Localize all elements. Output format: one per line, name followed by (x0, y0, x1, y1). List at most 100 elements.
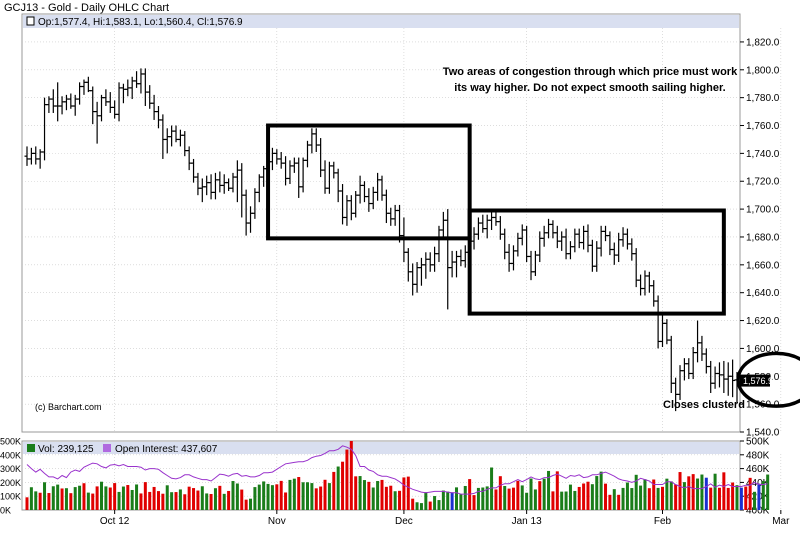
volume-bar (726, 487, 730, 510)
volume-bar (126, 485, 130, 510)
volume-bar (279, 480, 283, 510)
volume-bar (481, 487, 485, 510)
volume-bar (108, 487, 112, 510)
volume-bar (406, 476, 410, 510)
volume-bar (91, 493, 95, 510)
volume-bar (415, 502, 419, 510)
volume-bar (398, 490, 402, 510)
volume-bar (389, 485, 393, 510)
volume-bar (463, 485, 467, 510)
volume-bar (582, 483, 586, 510)
volume-tick-label: 0K (0, 506, 11, 516)
volume-bar (634, 474, 638, 510)
volume-bar (704, 477, 708, 510)
volume-bar (345, 449, 349, 510)
volume-bar (341, 461, 345, 510)
volume-bar (472, 495, 476, 510)
volume-bar (678, 472, 682, 510)
volume-bar (47, 493, 51, 510)
volume-bar (327, 483, 331, 510)
price-legend-swatch (26, 16, 35, 26)
open-interest-tick-label: 460K (746, 464, 770, 475)
volume-bar (608, 494, 612, 510)
volume-legend: Vol: 239,125 (38, 444, 94, 455)
date-tick-label: Oct 12 (100, 516, 130, 527)
open-interest-legend-swatch (103, 444, 111, 452)
volume-bar (433, 496, 437, 510)
volume-axis: 500K 400K 300K 200K 100K 0K (0, 437, 21, 516)
volume-bar (424, 492, 428, 510)
volume-bar (560, 491, 564, 510)
congestion-box (266, 123, 472, 241)
volume-bar (542, 478, 546, 510)
volume-bar (314, 488, 318, 510)
volume-bar (266, 483, 270, 510)
volume-bar (196, 490, 200, 510)
volume-bar (682, 482, 686, 510)
volume-bar (393, 491, 397, 510)
volume-bar (766, 474, 770, 510)
volume-bar (599, 471, 603, 510)
volume-bar (525, 492, 529, 510)
volume-tick-label: 300K (0, 464, 21, 474)
last-price-label: 1,576.9 (743, 376, 773, 386)
volume-legend-swatch (27, 444, 35, 452)
volume-bar (761, 480, 765, 510)
volume-bar (529, 478, 533, 510)
volume-bar (564, 491, 568, 510)
volume-bar (73, 487, 77, 510)
volume-tick-label: 500K (0, 437, 21, 447)
volume-bar (665, 478, 669, 510)
volume-bar (349, 441, 353, 510)
volume-bar (744, 486, 748, 510)
volume-bar (262, 481, 266, 510)
volume-bar (516, 480, 520, 510)
volume-bar (753, 491, 757, 510)
volume-bar (38, 492, 42, 510)
volume-bar (612, 489, 616, 510)
volume-bar (691, 474, 695, 510)
volume-bar (621, 487, 625, 510)
volume-bar (520, 485, 524, 510)
volume-bar (34, 491, 38, 510)
open-interest-tick-label: 400K (746, 506, 770, 517)
price-legend-band (23, 15, 739, 28)
volume-bar (419, 503, 423, 510)
price-tick-label: 1,700.0 (746, 205, 780, 216)
volume-legend-band (23, 442, 739, 454)
volume-bar (503, 485, 507, 510)
volume-bar (630, 488, 634, 510)
volume-bar (305, 482, 309, 510)
volume-bar (446, 491, 450, 510)
volume-bar (674, 484, 678, 510)
volume-bar (380, 479, 384, 510)
volume-tick-label: 100K (0, 492, 21, 502)
volume-bar (249, 498, 253, 510)
price-tick-label: 1,640.0 (746, 288, 780, 299)
date-axis: Oct 12 Nov Dec Jan 13 Feb Mar (100, 510, 790, 527)
volume-bar (231, 481, 235, 510)
volume-bar (639, 485, 643, 510)
volume-bar (222, 493, 226, 510)
volume-bar (577, 486, 581, 510)
volume-bar (165, 485, 169, 510)
volume-bar (533, 489, 537, 510)
volume-bar (25, 497, 29, 510)
volume-bar (82, 483, 86, 510)
volume-bar (731, 482, 735, 510)
price-tick-label: 1,620.0 (746, 316, 780, 327)
volume-bar (284, 492, 288, 510)
volume-bar (152, 486, 156, 510)
volume-bar (200, 486, 204, 510)
price-tick-label: 1,600.0 (746, 344, 780, 355)
volume-bar (270, 485, 274, 510)
open-interest-line (26, 445, 768, 495)
volume-bar (100, 481, 104, 510)
volume-bar (178, 489, 182, 510)
volume-bar (402, 477, 406, 510)
volume-bar (511, 487, 515, 510)
annotation-shapes (266, 123, 800, 408)
price-legend: Op:1,577.4, Hi:1,583.1, Lo:1,560.4, Cl:1… (38, 17, 243, 28)
volume-bar (757, 483, 761, 510)
volume-bar (43, 482, 47, 510)
